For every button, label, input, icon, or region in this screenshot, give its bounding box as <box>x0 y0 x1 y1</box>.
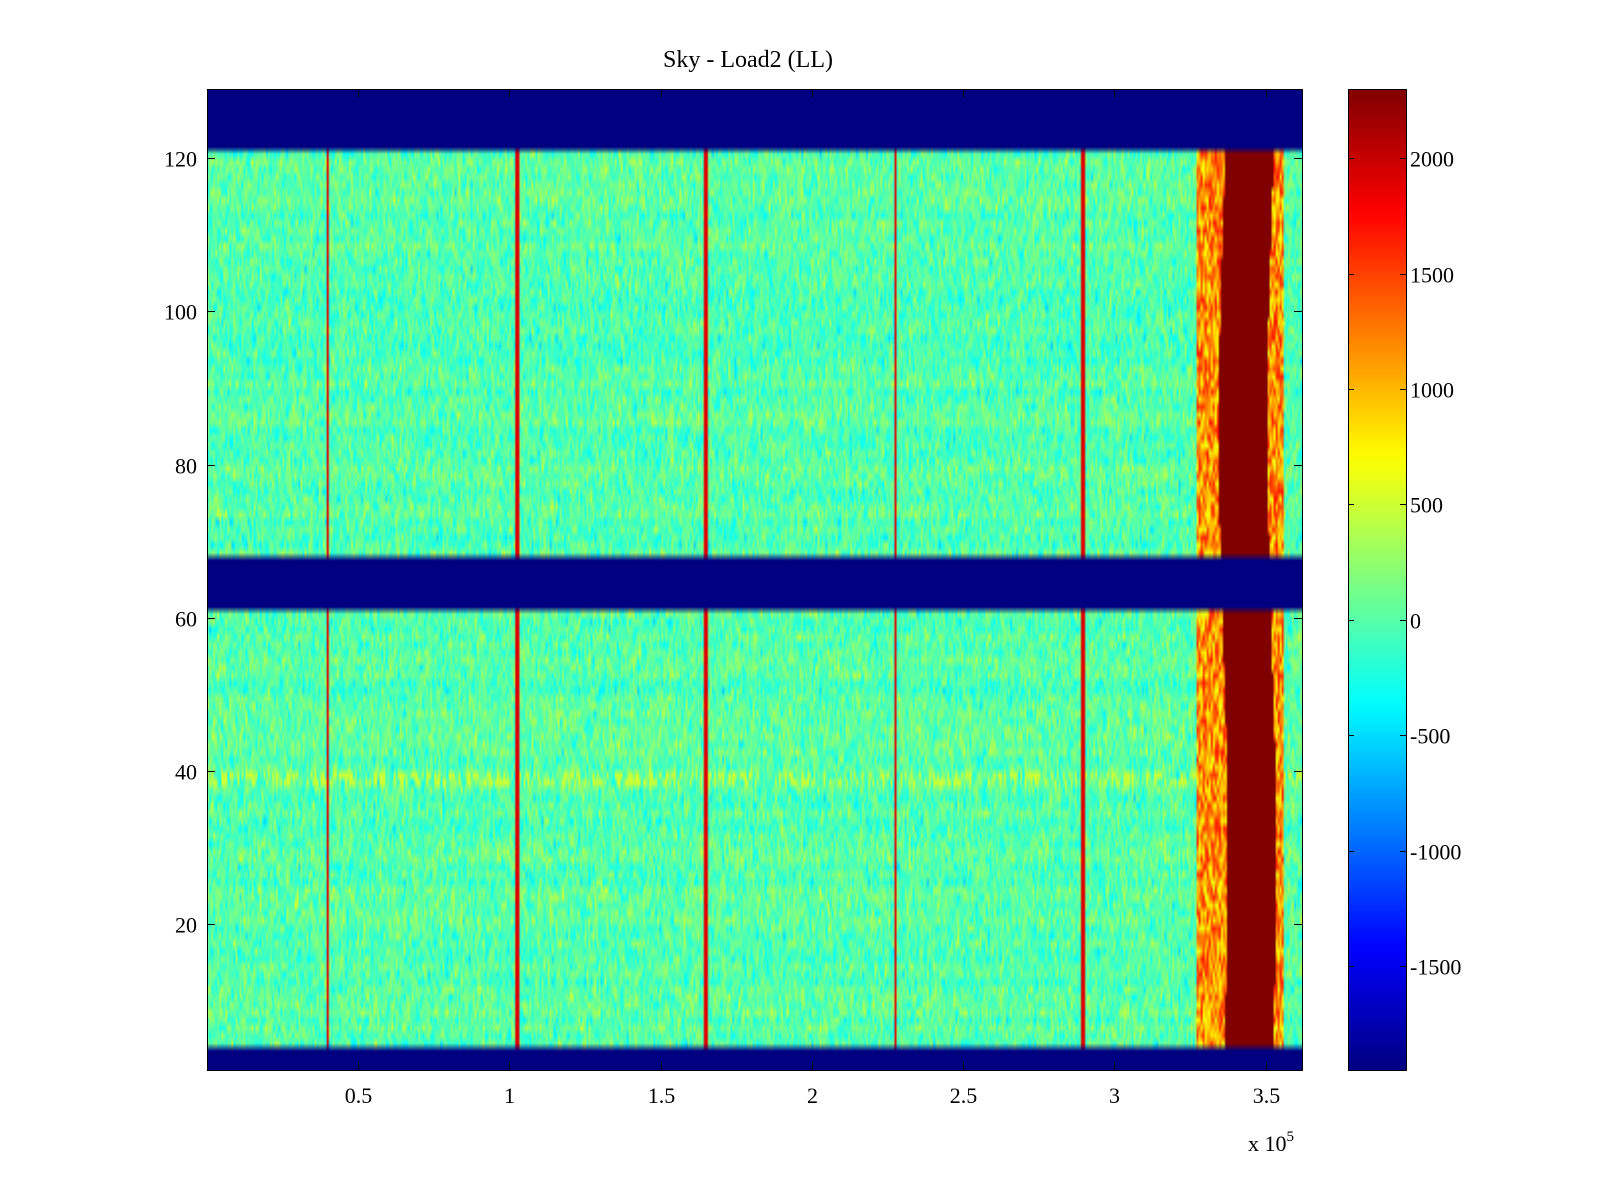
y-axis-ticks: 20 40 60 80 100 120 <box>164 147 1302 938</box>
colorbar: 2000 1500 1000 500 0 -500 -1000 -1500 <box>1348 89 1461 1071</box>
x-multiplier-label: x 105 <box>1248 1129 1294 1156</box>
x-axis-ticks: 0.5 1 1.5 2 2.5 3 3.5 <box>345 89 1281 1108</box>
x-tick-label: 2 <box>807 1083 818 1108</box>
heatmap-image <box>207 89 1302 1070</box>
colorbar-tick-label: 1500 <box>1410 263 1454 288</box>
y-tick-label: 80 <box>175 454 197 479</box>
colorbar-tick-label: 0 <box>1410 609 1421 634</box>
chart-title: Sky - Load2 (LL) <box>663 47 833 73</box>
y-tick-label: 20 <box>175 913 197 938</box>
colorbar-ticks: 2000 1500 1000 500 0 -500 -1000 -1500 <box>1348 147 1461 980</box>
plot-frame <box>207 89 1303 1071</box>
x-tick-label: 3 <box>1109 1083 1120 1108</box>
colorbar-tick-label: -1000 <box>1410 840 1461 865</box>
y-tick-label: 120 <box>164 147 197 172</box>
x-tick-label: 2.5 <box>950 1083 978 1108</box>
y-tick-label: 40 <box>175 760 197 785</box>
colorbar-gradient <box>1348 89 1406 1070</box>
x-tick-label: 3.5 <box>1253 1083 1281 1108</box>
colorbar-frame <box>1348 89 1407 1071</box>
colorbar-tick-label: 1000 <box>1410 378 1454 403</box>
x-tick-label: 0.5 <box>345 1083 373 1108</box>
y-tick-label: 60 <box>175 607 197 632</box>
x-tick-label: 1 <box>504 1083 515 1108</box>
heatmap-area <box>207 89 1302 1070</box>
x-multiplier-exponent: 5 <box>1287 1129 1295 1145</box>
colorbar-tick-label: -500 <box>1410 724 1450 749</box>
y-tick-label: 100 <box>164 300 197 325</box>
x-tick-label: 1.5 <box>648 1083 676 1108</box>
colorbar-tick-label: 2000 <box>1410 147 1454 172</box>
colorbar-tick-label: -1500 <box>1410 955 1461 980</box>
x-multiplier-base: x 10 <box>1248 1131 1287 1156</box>
colorbar-tick-label: 500 <box>1410 493 1443 518</box>
